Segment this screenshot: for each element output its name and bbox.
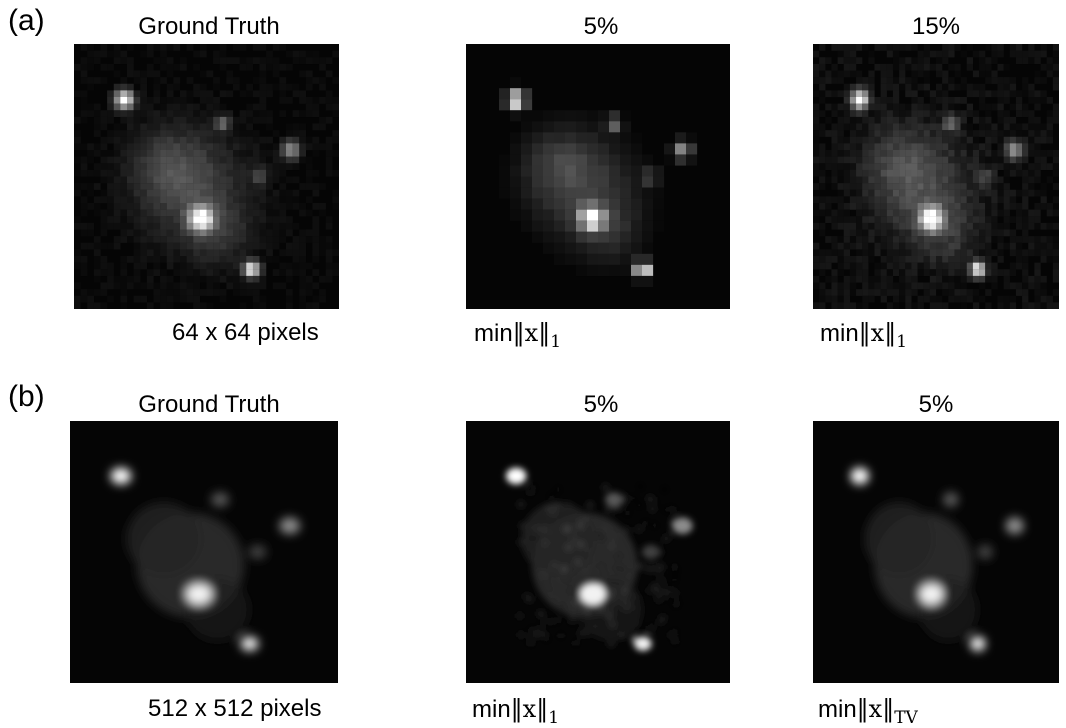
image-canvas bbox=[813, 44, 1059, 309]
row-b-ground-truth-image bbox=[70, 421, 338, 683]
row-b-tv-5pct-image bbox=[813, 421, 1059, 683]
row-a-panel-1-title: Ground Truth bbox=[138, 13, 280, 40]
image-canvas bbox=[466, 44, 730, 309]
row-a-panel-2-caption: min‖x‖1 bbox=[474, 319, 562, 352]
row-b-l1-5pct-image bbox=[466, 421, 730, 683]
row-a-panel-1-caption: 64 x 64 pixels bbox=[172, 319, 319, 346]
image-canvas bbox=[813, 421, 1059, 683]
row-a-panel-3-title: 15% bbox=[911, 13, 961, 40]
row-a-l1-15pct-image bbox=[813, 44, 1059, 309]
row-b-panel-1-title: Ground Truth bbox=[138, 391, 280, 418]
row-b-panel-3-caption: min‖x‖TV bbox=[818, 695, 918, 728]
row-a-ground-truth-image bbox=[74, 44, 339, 309]
row-b-label: (b) bbox=[8, 380, 45, 413]
row-a-panel-3-caption: min‖x‖1 bbox=[820, 319, 908, 352]
row-b-panel-2-title: 5% bbox=[583, 391, 619, 418]
row-b-panel-1-caption: 512 x 512 pixels bbox=[148, 695, 322, 722]
row-a-l1-5pct-image bbox=[466, 44, 730, 309]
row-b-panel-2-caption: min‖x‖1 bbox=[472, 695, 560, 728]
row-a-panel-2-title: 5% bbox=[583, 13, 619, 40]
row-a-label: (a) bbox=[8, 4, 45, 37]
row-b-panel-3-title: 5% bbox=[918, 391, 954, 418]
image-canvas bbox=[74, 44, 339, 309]
image-canvas bbox=[70, 421, 338, 683]
image-canvas bbox=[466, 421, 730, 683]
